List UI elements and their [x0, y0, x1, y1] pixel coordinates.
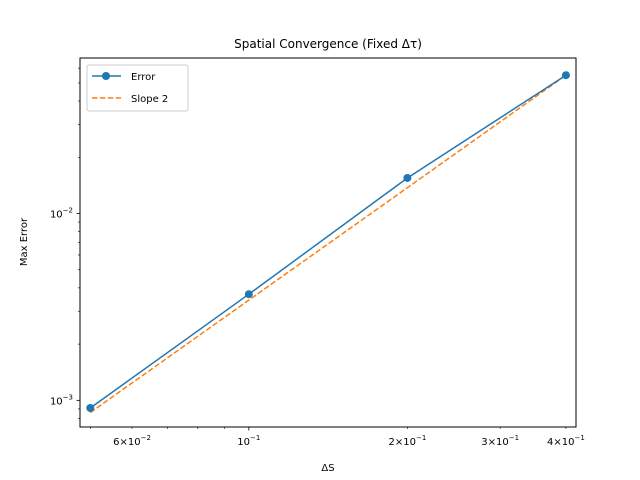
data-point-error: [403, 173, 412, 182]
legend-label-error: Error: [131, 72, 156, 83]
legend-marker-error: [102, 72, 110, 80]
series-line-slope-2: [89, 74, 567, 414]
x-axis-label: ΔS: [321, 463, 334, 474]
x-tick-label: 2×10−1: [388, 434, 426, 448]
y-tick-label: 10−2: [50, 207, 73, 221]
data-point-error: [244, 290, 253, 299]
data-point-error: [86, 403, 95, 412]
plot-frame: [79, 57, 577, 428]
x-tick-label: 10−1: [237, 434, 260, 448]
legend: Error Slope 2: [86, 64, 189, 112]
data-point-error: [561, 71, 570, 80]
x-tick-label: 4×10−1: [547, 434, 585, 448]
y-axis-ticks: 10−3 10−2: [50, 67, 80, 419]
plot-lines: [86, 71, 570, 414]
series-line-error: [89, 74, 567, 409]
y-axis-label: Max Error: [19, 217, 30, 266]
x-tick-label: 6×10−2: [113, 434, 151, 448]
chart-title: Spatial Convergence (Fixed Δτ): [234, 37, 422, 51]
x-tick-label: 3×10−1: [481, 434, 519, 448]
y-tick-label: 10−3: [50, 393, 73, 407]
legend-label-slope-2: Slope 2: [131, 94, 168, 105]
x-axis-ticks: 6×10−2 10−1 2×10−1 3×10−1 4×10−1: [89, 427, 585, 448]
